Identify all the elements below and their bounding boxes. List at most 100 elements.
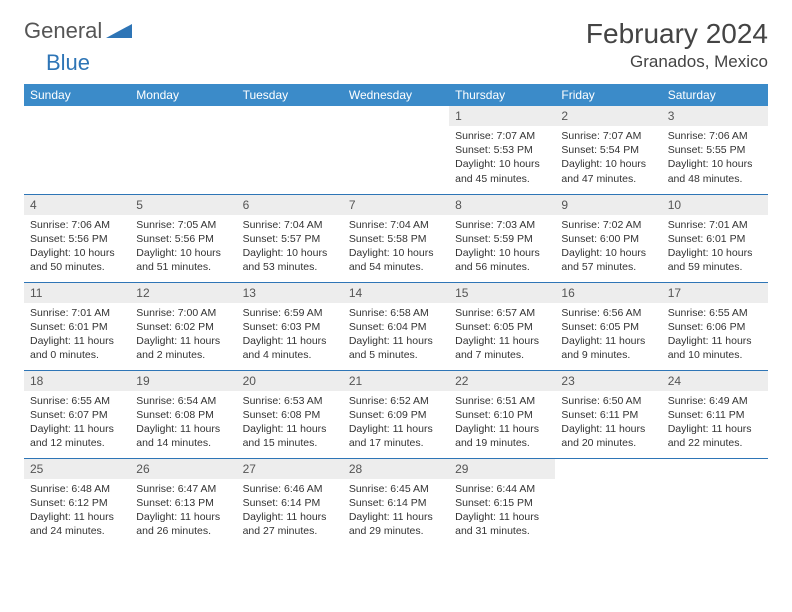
- calendar-day-cell: 24Sunrise: 6:49 AMSunset: 6:11 PMDayligh…: [662, 370, 768, 458]
- calendar-day-cell: 2Sunrise: 7:07 AMSunset: 5:54 PMDaylight…: [555, 106, 661, 194]
- day-number: 12: [130, 283, 236, 303]
- calendar-day-cell: 5Sunrise: 7:05 AMSunset: 5:56 PMDaylight…: [130, 194, 236, 282]
- calendar-day-cell: 8Sunrise: 7:03 AMSunset: 5:59 PMDaylight…: [449, 194, 555, 282]
- calendar-day-cell: 6Sunrise: 7:04 AMSunset: 5:57 PMDaylight…: [237, 194, 343, 282]
- calendar-day-cell: 12Sunrise: 7:00 AMSunset: 6:02 PMDayligh…: [130, 282, 236, 370]
- day-content: Sunrise: 6:55 AMSunset: 6:07 PMDaylight:…: [24, 391, 130, 454]
- day-content: Sunrise: 7:06 AMSunset: 5:56 PMDaylight:…: [24, 215, 130, 278]
- calendar-day-cell: 10Sunrise: 7:01 AMSunset: 6:01 PMDayligh…: [662, 194, 768, 282]
- calendar-day-cell: 20Sunrise: 6:53 AMSunset: 6:08 PMDayligh…: [237, 370, 343, 458]
- day-content: Sunrise: 7:05 AMSunset: 5:56 PMDaylight:…: [130, 215, 236, 278]
- day-number: 14: [343, 283, 449, 303]
- calendar-day-cell: 17Sunrise: 6:55 AMSunset: 6:06 PMDayligh…: [662, 282, 768, 370]
- calendar-day-cell: 14Sunrise: 6:58 AMSunset: 6:04 PMDayligh…: [343, 282, 449, 370]
- day-number: 5: [130, 195, 236, 215]
- calendar-day-cell: 19Sunrise: 6:54 AMSunset: 6:08 PMDayligh…: [130, 370, 236, 458]
- day-number: 19: [130, 371, 236, 391]
- day-content: Sunrise: 6:58 AMSunset: 6:04 PMDaylight:…: [343, 303, 449, 366]
- day-content: Sunrise: 6:53 AMSunset: 6:08 PMDaylight:…: [237, 391, 343, 454]
- day-number: 17: [662, 283, 768, 303]
- day-number: 15: [449, 283, 555, 303]
- logo-text-general: General: [24, 18, 102, 44]
- calendar-day-cell: 16Sunrise: 6:56 AMSunset: 6:05 PMDayligh…: [555, 282, 661, 370]
- day-number: 28: [343, 459, 449, 479]
- calendar-empty-cell: [24, 106, 130, 194]
- calendar-day-cell: 1Sunrise: 7:07 AMSunset: 5:53 PMDaylight…: [449, 106, 555, 194]
- calendar-week-row: 18Sunrise: 6:55 AMSunset: 6:07 PMDayligh…: [24, 370, 768, 458]
- calendar-day-cell: 25Sunrise: 6:48 AMSunset: 6:12 PMDayligh…: [24, 458, 130, 546]
- weekday-header: Saturday: [662, 84, 768, 106]
- day-number: 9: [555, 195, 661, 215]
- calendar-week-row: 4Sunrise: 7:06 AMSunset: 5:56 PMDaylight…: [24, 194, 768, 282]
- calendar-empty-cell: [130, 106, 236, 194]
- day-content: Sunrise: 6:48 AMSunset: 6:12 PMDaylight:…: [24, 479, 130, 542]
- day-content: Sunrise: 7:00 AMSunset: 6:02 PMDaylight:…: [130, 303, 236, 366]
- day-content: Sunrise: 6:57 AMSunset: 6:05 PMDaylight:…: [449, 303, 555, 366]
- location: Granados, Mexico: [586, 52, 768, 72]
- day-number: 29: [449, 459, 555, 479]
- day-content: Sunrise: 6:55 AMSunset: 6:06 PMDaylight:…: [662, 303, 768, 366]
- day-content: Sunrise: 7:02 AMSunset: 6:00 PMDaylight:…: [555, 215, 661, 278]
- logo-triangle-icon: [106, 20, 132, 43]
- day-number: 13: [237, 283, 343, 303]
- calendar-table: SundayMondayTuesdayWednesdayThursdayFrid…: [24, 84, 768, 546]
- weekday-header: Friday: [555, 84, 661, 106]
- calendar-day-cell: 23Sunrise: 6:50 AMSunset: 6:11 PMDayligh…: [555, 370, 661, 458]
- day-number: 2: [555, 106, 661, 126]
- calendar-day-cell: 22Sunrise: 6:51 AMSunset: 6:10 PMDayligh…: [449, 370, 555, 458]
- calendar-day-cell: 18Sunrise: 6:55 AMSunset: 6:07 PMDayligh…: [24, 370, 130, 458]
- day-content: Sunrise: 7:06 AMSunset: 5:55 PMDaylight:…: [662, 126, 768, 189]
- day-content: Sunrise: 7:03 AMSunset: 5:59 PMDaylight:…: [449, 215, 555, 278]
- day-content: Sunrise: 7:01 AMSunset: 6:01 PMDaylight:…: [24, 303, 130, 366]
- day-number: 6: [237, 195, 343, 215]
- day-number: 20: [237, 371, 343, 391]
- calendar-day-cell: 28Sunrise: 6:45 AMSunset: 6:14 PMDayligh…: [343, 458, 449, 546]
- calendar-day-cell: 27Sunrise: 6:46 AMSunset: 6:14 PMDayligh…: [237, 458, 343, 546]
- day-content: Sunrise: 7:01 AMSunset: 6:01 PMDaylight:…: [662, 215, 768, 278]
- calendar-empty-cell: [662, 458, 768, 546]
- weekday-header: Monday: [130, 84, 236, 106]
- day-number: 4: [24, 195, 130, 215]
- month-title: February 2024: [586, 18, 768, 50]
- weekday-header: Tuesday: [237, 84, 343, 106]
- day-number: 7: [343, 195, 449, 215]
- calendar-week-row: 11Sunrise: 7:01 AMSunset: 6:01 PMDayligh…: [24, 282, 768, 370]
- day-content: Sunrise: 7:07 AMSunset: 5:53 PMDaylight:…: [449, 126, 555, 189]
- day-number: 11: [24, 283, 130, 303]
- day-content: Sunrise: 6:52 AMSunset: 6:09 PMDaylight:…: [343, 391, 449, 454]
- calendar-day-cell: 13Sunrise: 6:59 AMSunset: 6:03 PMDayligh…: [237, 282, 343, 370]
- day-content: Sunrise: 7:07 AMSunset: 5:54 PMDaylight:…: [555, 126, 661, 189]
- calendar-day-cell: 9Sunrise: 7:02 AMSunset: 6:00 PMDaylight…: [555, 194, 661, 282]
- weekday-header: Sunday: [24, 84, 130, 106]
- day-content: Sunrise: 6:51 AMSunset: 6:10 PMDaylight:…: [449, 391, 555, 454]
- day-number: 22: [449, 371, 555, 391]
- day-number: 24: [662, 371, 768, 391]
- logo: General: [24, 18, 134, 44]
- header: General February 2024 Granados, Mexico: [24, 18, 768, 72]
- day-number: 8: [449, 195, 555, 215]
- calendar-empty-cell: [555, 458, 661, 546]
- calendar-day-cell: 4Sunrise: 7:06 AMSunset: 5:56 PMDaylight…: [24, 194, 130, 282]
- day-content: Sunrise: 6:44 AMSunset: 6:15 PMDaylight:…: [449, 479, 555, 542]
- weekday-header: Wednesday: [343, 84, 449, 106]
- day-content: Sunrise: 6:49 AMSunset: 6:11 PMDaylight:…: [662, 391, 768, 454]
- day-content: Sunrise: 6:47 AMSunset: 6:13 PMDaylight:…: [130, 479, 236, 542]
- day-content: Sunrise: 6:45 AMSunset: 6:14 PMDaylight:…: [343, 479, 449, 542]
- calendar-week-row: 25Sunrise: 6:48 AMSunset: 6:12 PMDayligh…: [24, 458, 768, 546]
- day-number: 1: [449, 106, 555, 126]
- calendar-day-cell: 21Sunrise: 6:52 AMSunset: 6:09 PMDayligh…: [343, 370, 449, 458]
- day-content: Sunrise: 6:50 AMSunset: 6:11 PMDaylight:…: [555, 391, 661, 454]
- day-number: 16: [555, 283, 661, 303]
- day-content: Sunrise: 7:04 AMSunset: 5:58 PMDaylight:…: [343, 215, 449, 278]
- calendar-empty-cell: [237, 106, 343, 194]
- calendar-day-cell: 11Sunrise: 7:01 AMSunset: 6:01 PMDayligh…: [24, 282, 130, 370]
- calendar-empty-cell: [343, 106, 449, 194]
- calendar-week-row: 1Sunrise: 7:07 AMSunset: 5:53 PMDaylight…: [24, 106, 768, 194]
- calendar-day-cell: 7Sunrise: 7:04 AMSunset: 5:58 PMDaylight…: [343, 194, 449, 282]
- calendar-day-cell: 15Sunrise: 6:57 AMSunset: 6:05 PMDayligh…: [449, 282, 555, 370]
- calendar-body: 1Sunrise: 7:07 AMSunset: 5:53 PMDaylight…: [24, 106, 768, 546]
- day-number: 23: [555, 371, 661, 391]
- calendar-day-cell: 3Sunrise: 7:06 AMSunset: 5:55 PMDaylight…: [662, 106, 768, 194]
- day-number: 25: [24, 459, 130, 479]
- day-content: Sunrise: 6:59 AMSunset: 6:03 PMDaylight:…: [237, 303, 343, 366]
